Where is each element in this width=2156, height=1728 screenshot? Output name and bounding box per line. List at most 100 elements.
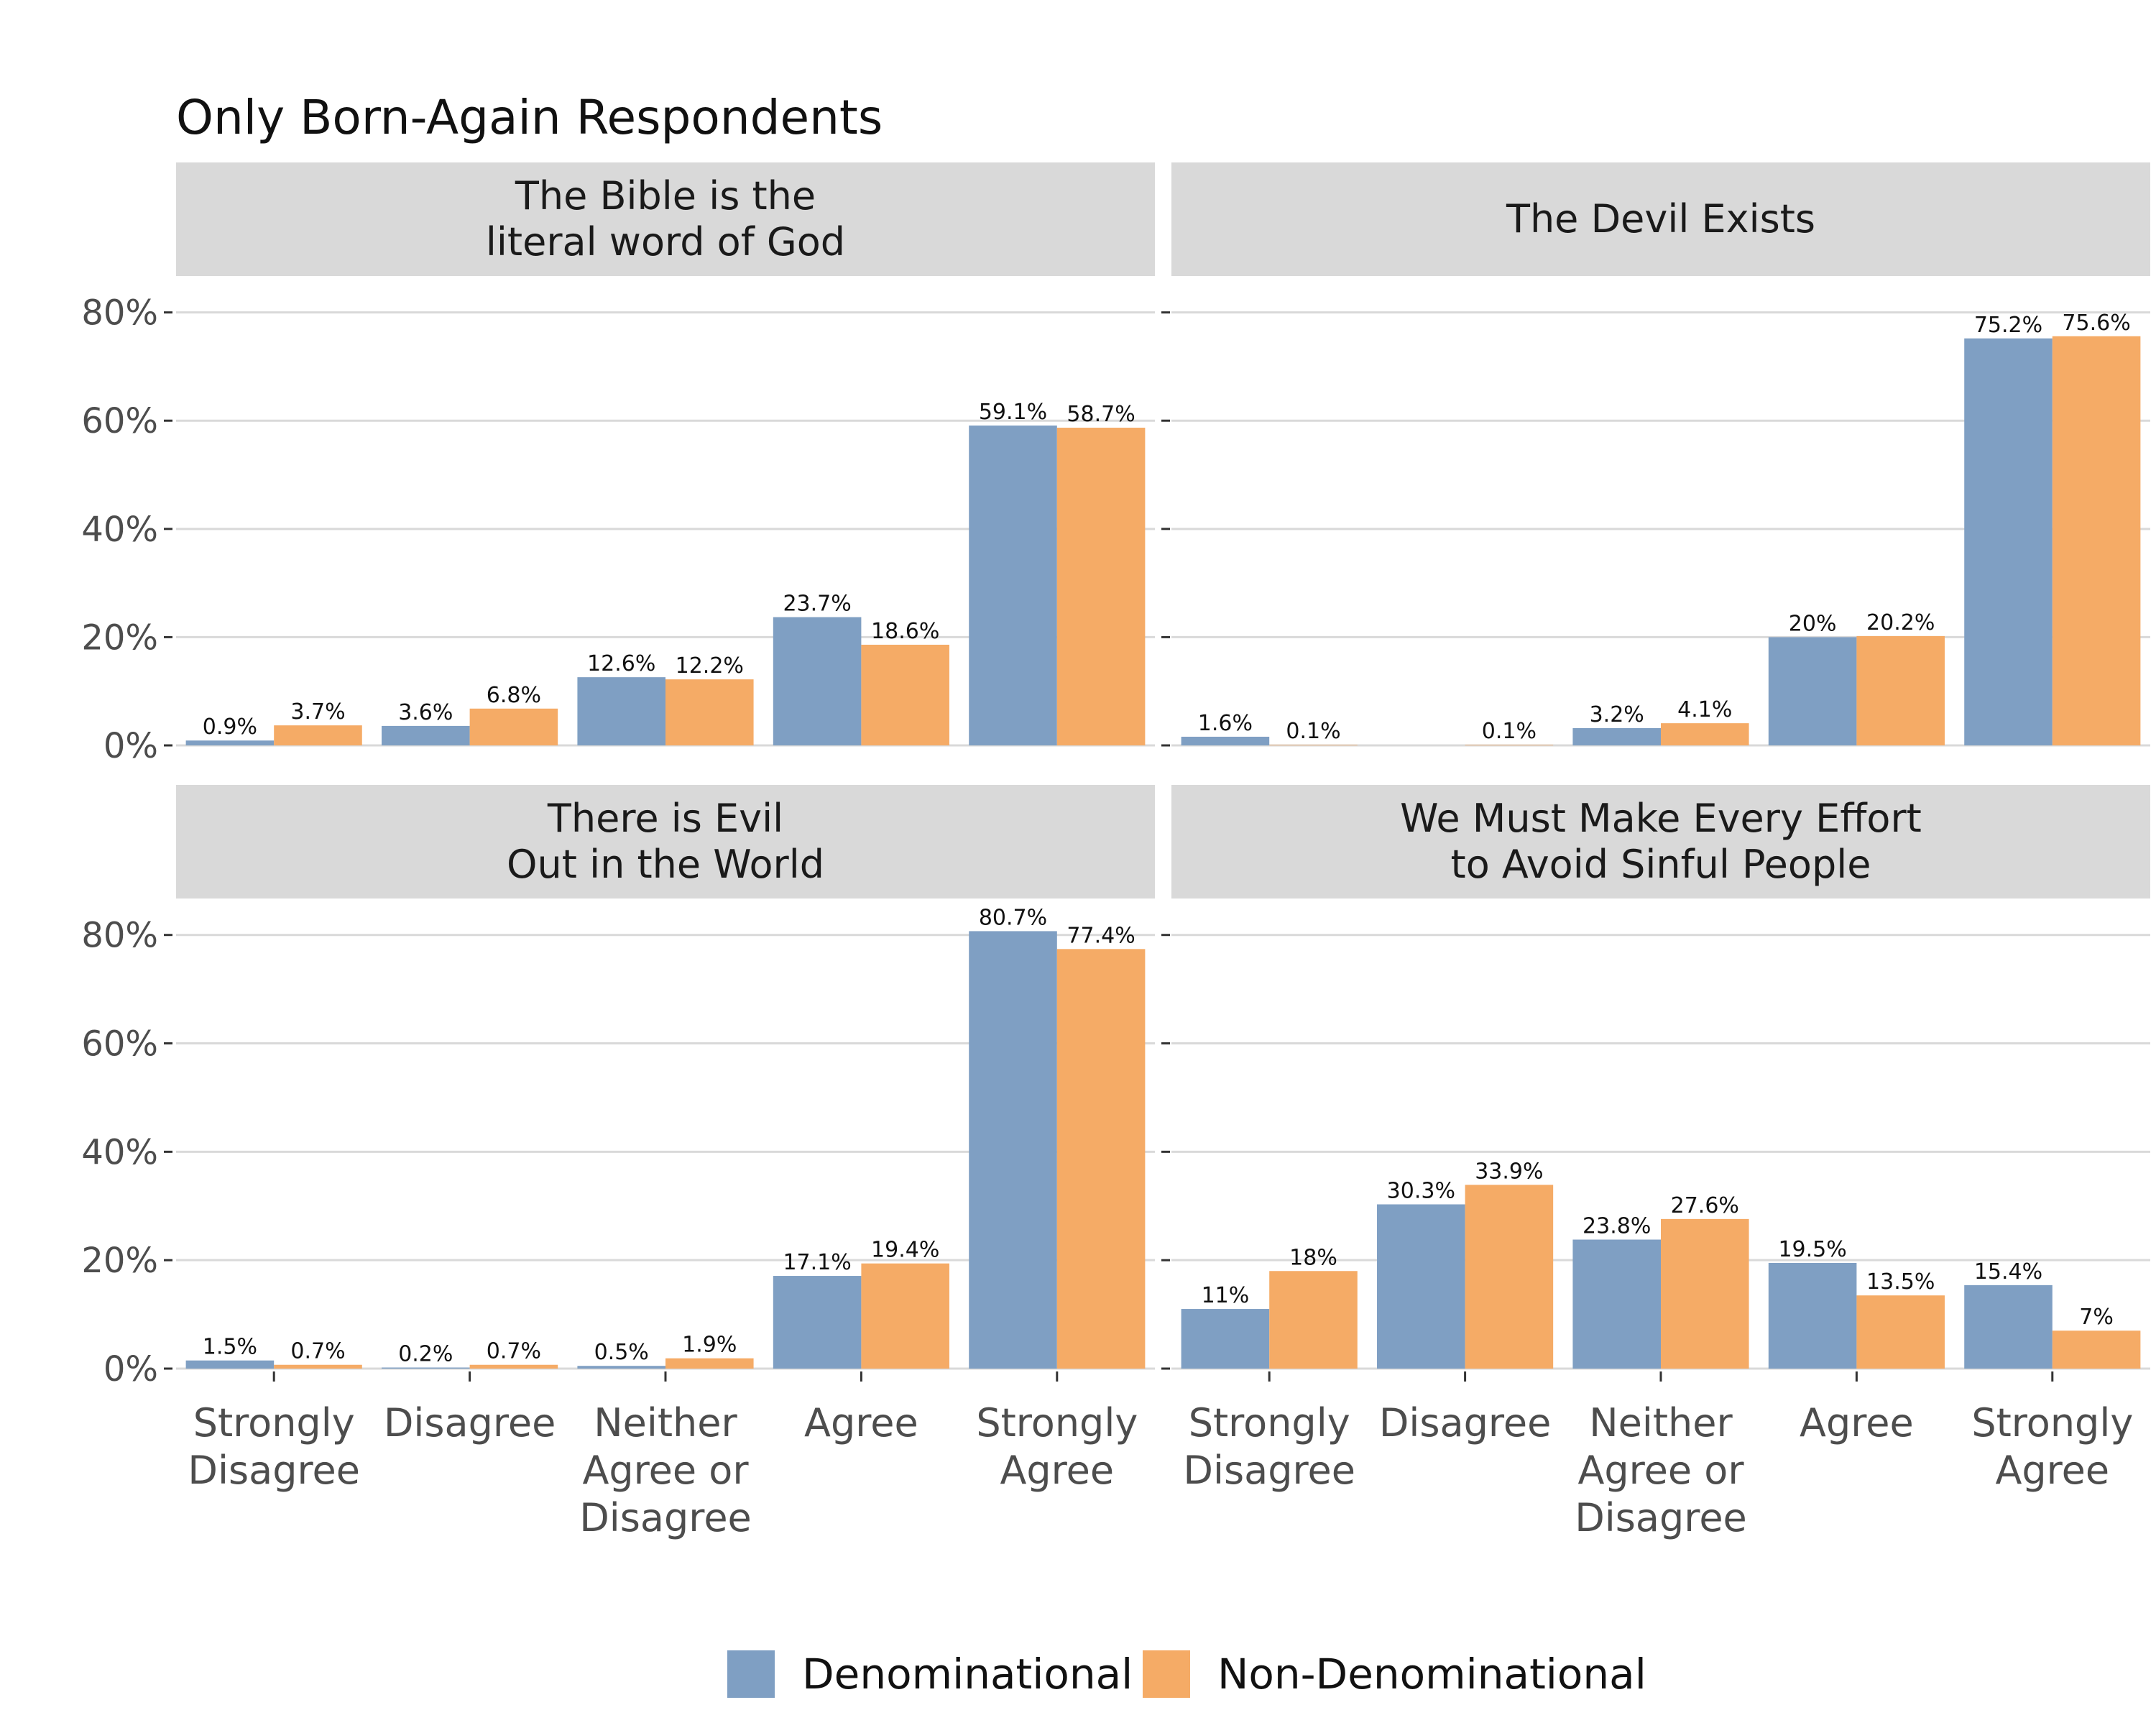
panel-strip [176, 162, 1155, 276]
bar-data-label: 6.8% [487, 683, 541, 708]
bar-non-denominational [2052, 336, 2141, 745]
x-tick-label: Agree [1000, 1448, 1114, 1493]
x-tick-label: Agree or [582, 1448, 749, 1493]
bar-data-label: 27.6% [1671, 1193, 1739, 1218]
panel-title-line: literal word of God [486, 219, 845, 265]
x-tick-label: Neither [1589, 1400, 1733, 1446]
bar-data-label: 58.7% [1067, 402, 1135, 427]
x-tick-label: Disagree [1379, 1400, 1552, 1446]
bar-non-denominational [665, 679, 754, 745]
bar-data-label: 12.2% [676, 653, 744, 679]
bar-data-label: 0.1% [1482, 719, 1537, 744]
bar-data-label: 0.5% [594, 1340, 649, 1365]
bar-denominational [185, 740, 275, 745]
legend-label-2: Non-Denominational [1217, 1650, 1646, 1699]
bar-non-denominational [1856, 1295, 1945, 1369]
y-tick-label: 0% [103, 1349, 158, 1389]
bar-non-denominational [469, 708, 558, 745]
y-tick-label: 0% [103, 726, 158, 766]
bar-non-denominational [1661, 723, 1749, 745]
bar-denominational [1181, 736, 1270, 745]
bar-data-label: 20.2% [1866, 610, 1935, 635]
bar-denominational [382, 725, 470, 745]
x-tick-label: Strongly [976, 1400, 1138, 1446]
x-tick-label: Disagree [579, 1495, 752, 1540]
bar-denominational [382, 1367, 470, 1369]
panel-title-line: to Avoid Sinful People [1451, 842, 1871, 887]
bar-data-label: 30.3% [1387, 1179, 1455, 1204]
bar-denominational [1768, 1262, 1857, 1369]
panel-title-line: Out in the World [507, 842, 824, 887]
bar-denominational [1572, 727, 1661, 745]
bar-non-denominational [2052, 1331, 2141, 1369]
legend: Denominational Non-Denominational [727, 1650, 1646, 1699]
bar-data-label: 23.8% [1583, 1214, 1651, 1239]
bar-non-denominational [1465, 1185, 1554, 1369]
bar-data-label: 33.9% [1475, 1159, 1543, 1184]
x-tick-label: Strongly [1189, 1400, 1350, 1446]
panel-title-line: There is Evil [547, 796, 783, 841]
bar-data-label: 12.6% [587, 651, 655, 676]
bar-data-label: 15.4% [1974, 1259, 2042, 1284]
bar-data-label: 1.5% [203, 1335, 257, 1360]
panel-2: The Devil Exists 1.6% 0.1% 0.1% 3.2% 4.1% 20% 2… [1161, 162, 2150, 747]
bar-denominational [577, 677, 665, 745]
y-tick-label: 20% [81, 617, 158, 658]
x-tick-label: Disagree [384, 1400, 556, 1446]
bar-data-label: 75.6% [2062, 311, 2130, 336]
bar-denominational [773, 1276, 862, 1369]
bar-data-label: 18% [1289, 1245, 1337, 1270]
panel-title-line: The Devil Exists [1506, 196, 1815, 242]
bar-denominational [1572, 1239, 1661, 1369]
chart-title: Only Born-Again Respondents [176, 90, 883, 145]
y-tick-label: 60% [81, 401, 158, 441]
panel-strip [1171, 162, 2150, 276]
bar-denominational [1181, 1309, 1270, 1369]
bar-data-label: 0.2% [398, 1341, 453, 1366]
x-tick-label: Disagree [1575, 1495, 1747, 1540]
x-tick-label: Disagree [188, 1448, 360, 1493]
bar-denominational [1964, 1284, 2053, 1369]
bar-non-denominational [665, 1358, 754, 1369]
bar-data-label: 1.6% [1198, 711, 1253, 736]
bar-data-label: 23.7% [783, 592, 851, 617]
y-tick-label: 80% [81, 916, 158, 956]
y-tick-label: 80% [81, 293, 158, 334]
bar-data-label: 80.7% [979, 905, 1047, 930]
bar-data-label: 19.4% [871, 1238, 939, 1263]
bar-data-label: 3.7% [290, 699, 345, 725]
bar-data-label: 0.9% [203, 714, 257, 740]
bar-data-label: 3.6% [398, 700, 453, 725]
bar-non-denominational [274, 725, 362, 745]
bar-non-denominational [1856, 635, 1945, 745]
bar-data-label: 20% [1789, 611, 1837, 636]
bar-data-label: 4.1% [1677, 697, 1732, 722]
bar-denominational [1964, 338, 2053, 746]
bar-data-label: 13.5% [1866, 1269, 1935, 1295]
y-tick-label: 40% [81, 1132, 158, 1172]
y-tick-label: 60% [81, 1024, 158, 1065]
legend-swatch-1 [727, 1650, 775, 1698]
x-tick-label: Strongly [1971, 1400, 2133, 1446]
bar-non-denominational [1056, 428, 1146, 745]
bar-non-denominational [1269, 1271, 1358, 1369]
bar-data-label: 77.4% [1067, 923, 1135, 948]
bar-denominational [1377, 1204, 1465, 1369]
panel-title-line: We Must Make Every Effort [1400, 796, 1922, 841]
bar-denominational [969, 426, 1057, 745]
x-tick-label: Agree [1800, 1400, 1914, 1446]
bar-non-denominational [861, 644, 949, 745]
bar-data-label: 11% [1202, 1283, 1250, 1308]
panel-strip [176, 785, 1155, 899]
legend-label-1: Denominational [802, 1650, 1133, 1699]
bar-non-denominational [469, 1364, 558, 1369]
x-tick-label: Strongly [193, 1400, 355, 1446]
bar-denominational [1768, 637, 1857, 745]
x-tick-label: Agree [1995, 1448, 2109, 1493]
panel-title-line: The Bible is the [515, 173, 816, 219]
bar-data-label: 1.9% [682, 1333, 737, 1358]
